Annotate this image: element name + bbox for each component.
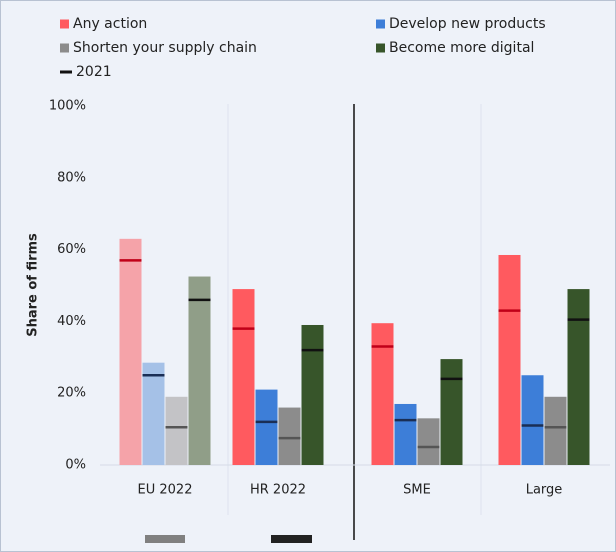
x-tick-label: EU 2022 — [138, 483, 193, 498]
y-tick-label: 0% — [65, 458, 86, 473]
bar — [521, 375, 544, 465]
bar — [440, 359, 463, 465]
bar — [119, 238, 142, 465]
legend-label: Any action — [73, 16, 147, 32]
legend-label: Shorten your supply chain — [73, 40, 257, 56]
bar — [394, 403, 417, 465]
bar — [371, 323, 394, 465]
legend-label: Develop new products — [389, 16, 546, 32]
footer-swatch — [145, 535, 185, 543]
y-axis-title: Share of firms — [26, 233, 41, 337]
legend-label: Become more digital — [389, 40, 534, 56]
bar — [255, 389, 278, 465]
bar — [278, 407, 301, 465]
bar — [301, 324, 324, 465]
bar — [498, 254, 521, 465]
bar — [544, 396, 567, 465]
x-tick-label: SME — [403, 483, 431, 498]
legend-swatch — [376, 43, 385, 53]
legend-swatch — [60, 19, 69, 29]
x-tick-label: Large — [526, 483, 563, 498]
x-tick-label: HR 2022 — [250, 483, 306, 498]
y-tick-label: 100% — [49, 99, 86, 114]
legend-label: 2021 — [76, 64, 112, 80]
bar — [232, 289, 255, 465]
y-tick-label: 60% — [57, 242, 86, 257]
footer-swatch — [271, 535, 312, 543]
bar — [417, 418, 440, 465]
bar — [567, 289, 590, 465]
bar — [142, 362, 165, 465]
bar — [165, 396, 188, 465]
legend-swatch — [376, 19, 385, 29]
legend-swatch — [60, 43, 69, 53]
y-tick-label: 20% — [57, 386, 86, 401]
bar — [188, 276, 211, 465]
y-tick-label: 40% — [57, 314, 86, 329]
y-tick-label: 80% — [57, 170, 86, 185]
